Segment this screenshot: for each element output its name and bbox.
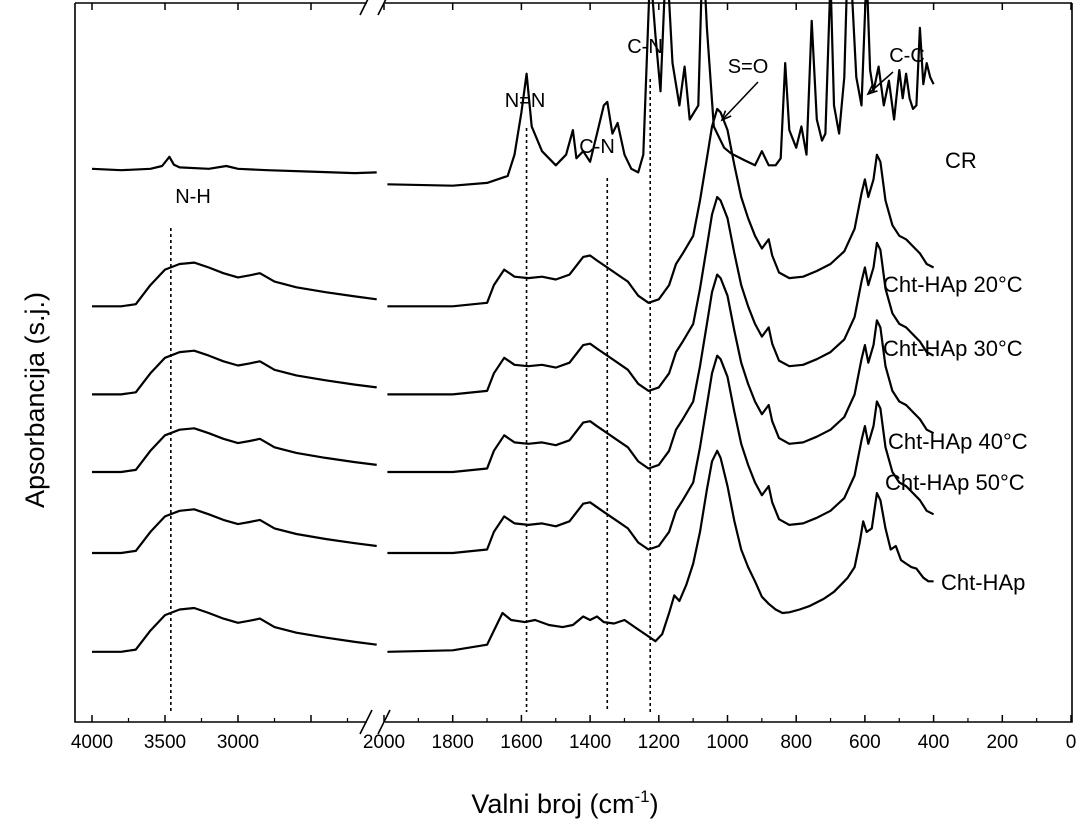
series-line <box>92 508 377 555</box>
x-tick-label: 600 <box>849 732 881 753</box>
series-label: Cht-HAp 40°C <box>888 429 1028 454</box>
cc-arrow <box>867 71 894 95</box>
y-axis-title: Apsorbancija (s.j.) <box>20 292 50 508</box>
spectra-series <box>91 0 935 653</box>
series-label: Cht-HAp 50°C <box>885 470 1025 495</box>
x-tick-label: 1600 <box>500 732 542 753</box>
x-tick-label: 3500 <box>144 732 186 753</box>
x-tick-label: 2000 <box>363 732 405 753</box>
series-line <box>92 261 377 308</box>
x-tick-label: 3000 <box>217 732 259 753</box>
series-line <box>91 155 377 175</box>
axis-bottom-right <box>385 3 1073 723</box>
series-line <box>387 354 935 555</box>
series-line <box>92 349 377 396</box>
peak-annotation-label: N-H <box>175 186 211 208</box>
series-line <box>387 273 935 474</box>
series-line <box>92 606 377 653</box>
peak-annotations: N-H N=N C-N C-N S=O C-C <box>175 36 925 208</box>
x-tick-label: 400 <box>918 732 950 753</box>
series-line <box>92 427 377 474</box>
plot-frame <box>74 0 1073 735</box>
x-tick-label: 200 <box>986 732 1018 753</box>
series-line <box>387 107 935 308</box>
x-tick-label: 1000 <box>706 732 748 753</box>
x-tick-label: 1200 <box>638 732 680 753</box>
series-line <box>387 0 935 187</box>
cc-arrow-head <box>866 84 878 96</box>
series-line <box>387 195 935 396</box>
series-label: Cht-HAp <box>941 570 1025 595</box>
x-tick-label: 4000 <box>71 732 113 753</box>
x-tick-label: 1400 <box>569 732 611 753</box>
series-labels: CR Cht-HAp 20°C Cht-HAp 30°C Cht-HAp 40°C Ch… <box>883 148 1028 595</box>
peak-annotation-label: S=O <box>728 56 769 78</box>
peak-annotation-label: C-N <box>579 136 615 158</box>
so-arrow <box>721 81 759 121</box>
x-tick-label: 800 <box>780 732 812 753</box>
peak-annotation-label: C-N <box>627 36 663 58</box>
axis-break-mark <box>359 0 369 16</box>
axis-break-mark <box>359 709 373 735</box>
series-label: Cht-HAp 20°C <box>883 272 1023 297</box>
x-axis-title-close: ) <box>650 789 659 819</box>
series-line <box>387 449 934 653</box>
x-tick-label: 0 <box>1066 732 1077 753</box>
peak-annotation-label: C-C <box>889 45 925 67</box>
axis-left-bottom <box>74 3 367 723</box>
x-tick-label: 1800 <box>432 732 474 753</box>
so-arrow-head <box>720 110 732 122</box>
peak-annotation-label: N=N <box>505 90 546 112</box>
x-axis-title-main: Valni broj (cm <box>471 789 634 819</box>
x-axis-title: Valni broj (cm-1) <box>471 787 658 819</box>
series-label: CR <box>945 148 977 173</box>
x-axis-ticks: 4000 3500 3000 2000 1800 1600 1400 1200 1000 800 6… <box>71 3 1076 753</box>
x-axis-title-superscript: -1 <box>634 787 649 806</box>
series-label: Cht-HAp 30°C <box>883 336 1023 361</box>
